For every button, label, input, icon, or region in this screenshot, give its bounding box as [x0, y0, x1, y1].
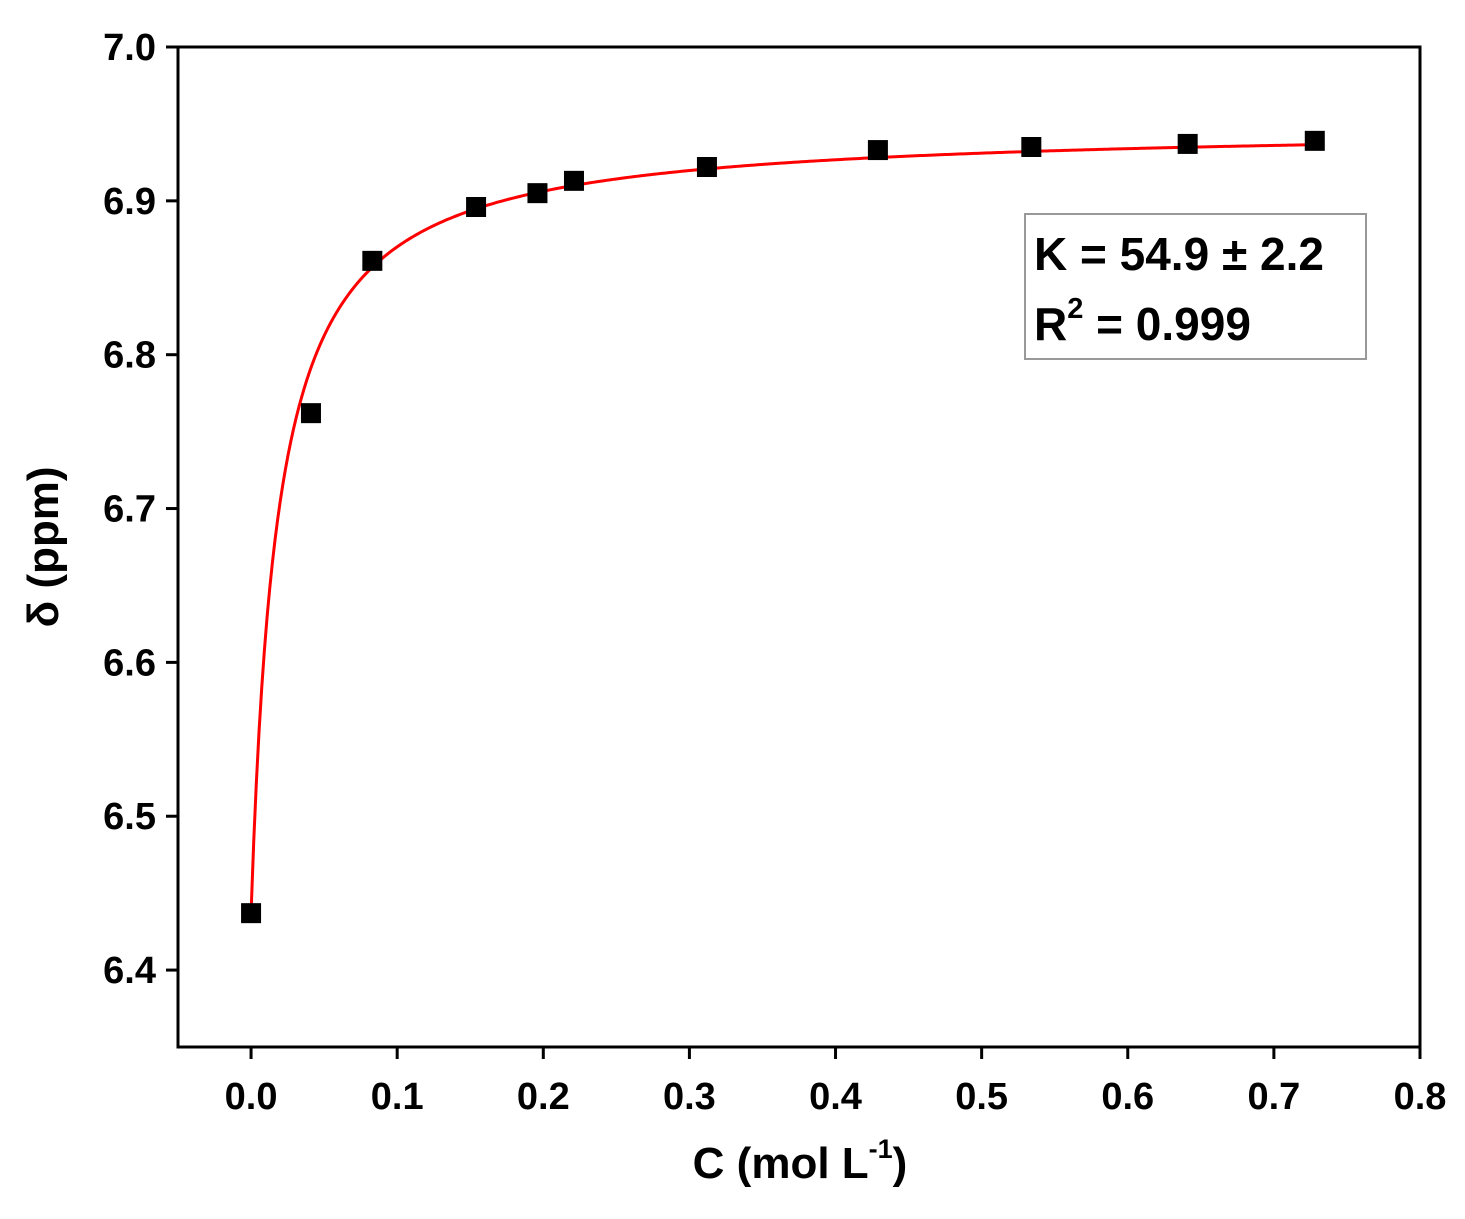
x-tick-label: 0.7 [1247, 1076, 1300, 1118]
annotation-r2-value: = 0.999 [1083, 298, 1251, 350]
x-tick-label: 0.3 [663, 1076, 716, 1118]
data-point [362, 250, 383, 271]
data-points [241, 130, 1325, 924]
x-tick-label: 0.4 [809, 1076, 862, 1118]
annotation-r2: R2 = 0.999 [1034, 293, 1251, 350]
x-tick-label: 0.5 [955, 1076, 1008, 1118]
data-point [241, 903, 262, 924]
x-tick-label: 0.1 [371, 1076, 424, 1118]
data-point [527, 183, 548, 204]
x-tick-label: 0.0 [225, 1076, 278, 1118]
x-axis-title-close: ) [893, 1139, 908, 1188]
y-tick-label: 6.5 [103, 796, 156, 838]
x-tick-label: 0.2 [517, 1076, 570, 1118]
y-tick-label: 6.7 [103, 489, 156, 531]
y-tick-label: 6.8 [103, 335, 156, 377]
data-point [563, 170, 584, 191]
y-tick-label: 6.9 [103, 181, 156, 223]
x-axis: 0.0 0.1 0.2 0.3 0.4 0.5 0.6 0.7 0.8 [225, 1047, 1447, 1118]
data-point [466, 197, 487, 217]
annotation-r2-sup: 2 [1067, 293, 1083, 325]
data-point [696, 157, 717, 177]
plot-frame [176, 45, 1422, 1049]
x-tick-label: 0.6 [1101, 1076, 1154, 1118]
x-axis-title-main: C (mol L [693, 1139, 869, 1188]
y-tick-label: 7.0 [103, 27, 156, 69]
annotation-k: K = 54.9 ± 2.2 [1034, 228, 1324, 280]
fit-curve [249, 143, 1315, 914]
y-tick-label: 6.6 [103, 642, 156, 684]
x-axis-title: C (mol L-1) [693, 1134, 908, 1188]
y-axis: 6.4 6.5 6.6 6.7 6.8 6.9 7.0 [103, 27, 178, 992]
fit-annotation: K = 54.9 ± 2.2 R2 = 0.999 [1024, 213, 1367, 360]
data-point [867, 140, 888, 161]
annotation-r2-prefix: R [1034, 298, 1067, 350]
data-point [1021, 137, 1042, 157]
data-point [1304, 130, 1325, 151]
x-axis-title-sup: -1 [869, 1134, 893, 1164]
data-point [1177, 133, 1198, 154]
annotation-box [1024, 213, 1367, 360]
x-tick-label: 0.8 [1394, 1076, 1447, 1118]
y-tick-label: 6.4 [103, 950, 156, 992]
y-axis-title: δ (ppm) [19, 466, 68, 627]
data-point [300, 403, 321, 424]
